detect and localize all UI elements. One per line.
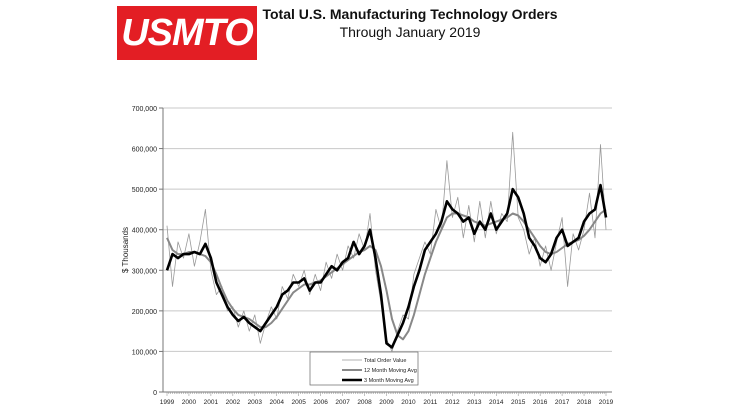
logo-text: USMTO (121, 12, 254, 54)
x-tick-label: 2008 (357, 399, 372, 406)
y-tick-label: 200,000 (132, 309, 157, 316)
x-tick-label: 2002 (226, 399, 241, 406)
y-tick-label: 700,000 (132, 106, 157, 113)
x-tick-label: 2001 (204, 399, 219, 406)
x-tick-label: 2013 (467, 399, 482, 406)
x-tick-label: 2015 (511, 399, 526, 406)
chart-subtitle: Through January 2019 (339, 24, 481, 40)
y-axis-label: $ Thousands (121, 227, 130, 273)
x-tick-label: 1999 (160, 399, 175, 406)
series-line-2 (165, 183, 608, 349)
x-tick-label: 2000 (182, 399, 197, 406)
x-tick-label: 2014 (489, 399, 504, 406)
x-tick-label: 2005 (291, 399, 306, 406)
legend-box (309, 351, 419, 386)
y-tick-label: 600,000 (132, 147, 157, 154)
x-tick-label: 2011 (423, 399, 437, 406)
y-tick-label: 300,000 (132, 268, 157, 275)
legend-label: 3 Month Moving Avg (364, 378, 414, 384)
usmto-logo: USMTO (117, 6, 257, 60)
x-tick-label: 2006 (313, 399, 328, 406)
y-tick-label: 400,000 (132, 228, 157, 235)
legend-label: 12 Month Moving Avg (364, 368, 417, 374)
x-tick-label: 2019 (599, 399, 614, 406)
y-tick-label: 0 (153, 390, 157, 397)
x-tick-label: 2004 (270, 399, 285, 406)
x-tick-label: 2003 (248, 399, 263, 406)
y-tick-label: 100,000 (132, 349, 157, 356)
x-tick-label: 2016 (533, 399, 548, 406)
legend-label: Total Order Value (364, 358, 406, 364)
x-tick-label: 2009 (379, 399, 394, 406)
y-tick-label: 500,000 (132, 187, 157, 194)
x-tick-label: 2007 (335, 399, 350, 406)
x-tick-label: 2012 (445, 399, 460, 406)
x-tick-label: 2017 (555, 399, 570, 406)
x-tick-label: 2010 (401, 399, 416, 406)
series-line-0 (166, 131, 607, 352)
chart-title: Total U.S. Manufacturing Technology Orde… (262, 6, 558, 22)
series-line-1 (166, 208, 607, 341)
x-tick-label: 2018 (577, 399, 592, 406)
chart-header: Total U.S. Manufacturing Technology Orde… (260, 6, 560, 40)
